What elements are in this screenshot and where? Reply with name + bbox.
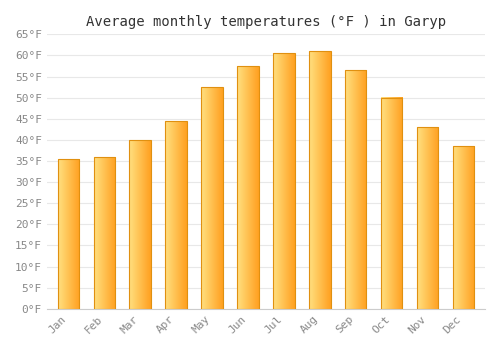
Bar xyxy=(130,140,151,309)
Bar xyxy=(381,98,402,309)
Bar xyxy=(309,51,330,309)
Title: Average monthly temperatures (°F ) in Garyp: Average monthly temperatures (°F ) in Ga… xyxy=(86,15,446,29)
Bar xyxy=(273,53,294,309)
Bar xyxy=(202,87,223,309)
Bar xyxy=(345,70,366,309)
Bar xyxy=(58,159,79,309)
Bar xyxy=(166,121,187,309)
Bar xyxy=(94,157,115,309)
Bar xyxy=(237,66,258,309)
Bar xyxy=(452,146,474,309)
Bar xyxy=(417,127,438,309)
